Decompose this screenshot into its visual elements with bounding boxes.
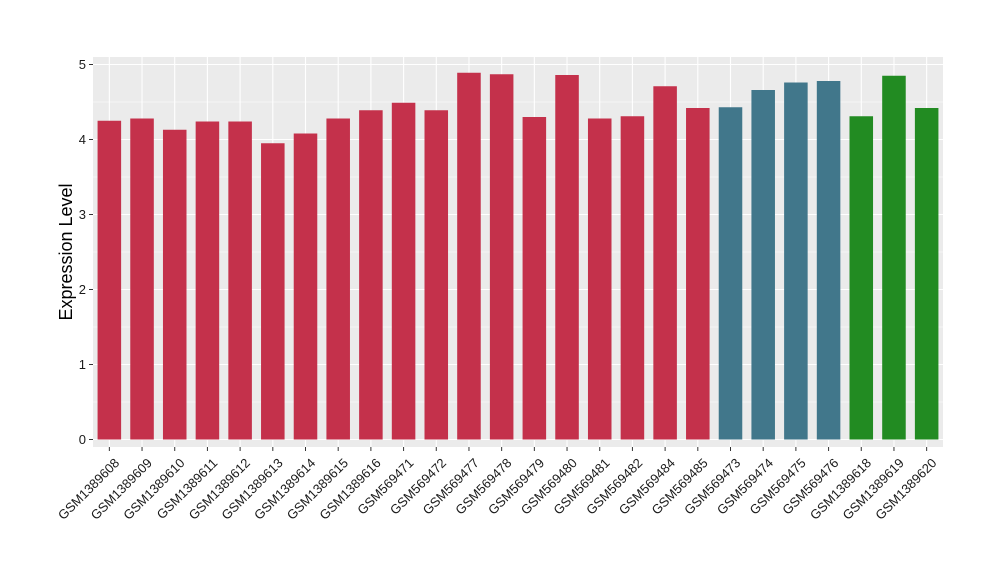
y-tick-label: 5 xyxy=(79,57,86,72)
bar-GSM1389619 xyxy=(882,75,906,440)
bar-GSM1389612 xyxy=(228,121,252,440)
bar-GSM1389611 xyxy=(195,121,220,440)
y-tick-label: 2 xyxy=(79,282,86,297)
bar-GSM1389608 xyxy=(97,120,122,440)
bar-GSM1389613 xyxy=(261,143,285,440)
bar-GSM1389614 xyxy=(293,133,318,440)
bar-GSM569485 xyxy=(686,108,710,440)
bar-GSM1389610 xyxy=(162,129,187,440)
y-axis-title: Expression Level xyxy=(56,183,76,320)
bar-GSM569478 xyxy=(489,74,514,440)
y-tick-label: 1 xyxy=(79,357,86,372)
bar-GSM569480 xyxy=(555,75,579,440)
bar-GSM569481 xyxy=(587,118,612,440)
x-axis: GSM1389608GSM1389609GSM1389610GSM1389611… xyxy=(55,447,940,523)
y-tick-label: 0 xyxy=(79,432,86,447)
bar-GSM1389618 xyxy=(849,116,874,440)
bar-GSM569471 xyxy=(391,102,416,440)
y-tick-label: 4 xyxy=(79,132,86,147)
y-tick-label: 3 xyxy=(79,207,86,222)
bar-GSM569482 xyxy=(620,116,645,440)
y-axis: 0 1 2 3 4 5 xyxy=(79,57,93,447)
bar-GSM1389609 xyxy=(130,118,154,440)
bar-GSM569473 xyxy=(718,107,743,440)
bar-GSM1389620 xyxy=(914,108,939,440)
bar-GSM569474 xyxy=(751,90,775,440)
bar-GSM569477 xyxy=(457,72,481,440)
bar-GSM569484 xyxy=(653,86,677,440)
bar-GSM569472 xyxy=(424,110,449,440)
bars xyxy=(97,72,939,440)
bar-GSM569475 xyxy=(784,82,808,440)
bar-GSM1389615 xyxy=(326,118,350,440)
bar-GSM1389616 xyxy=(359,110,383,440)
bar-GSM569479 xyxy=(522,117,547,440)
bar-GSM569476 xyxy=(816,81,841,440)
